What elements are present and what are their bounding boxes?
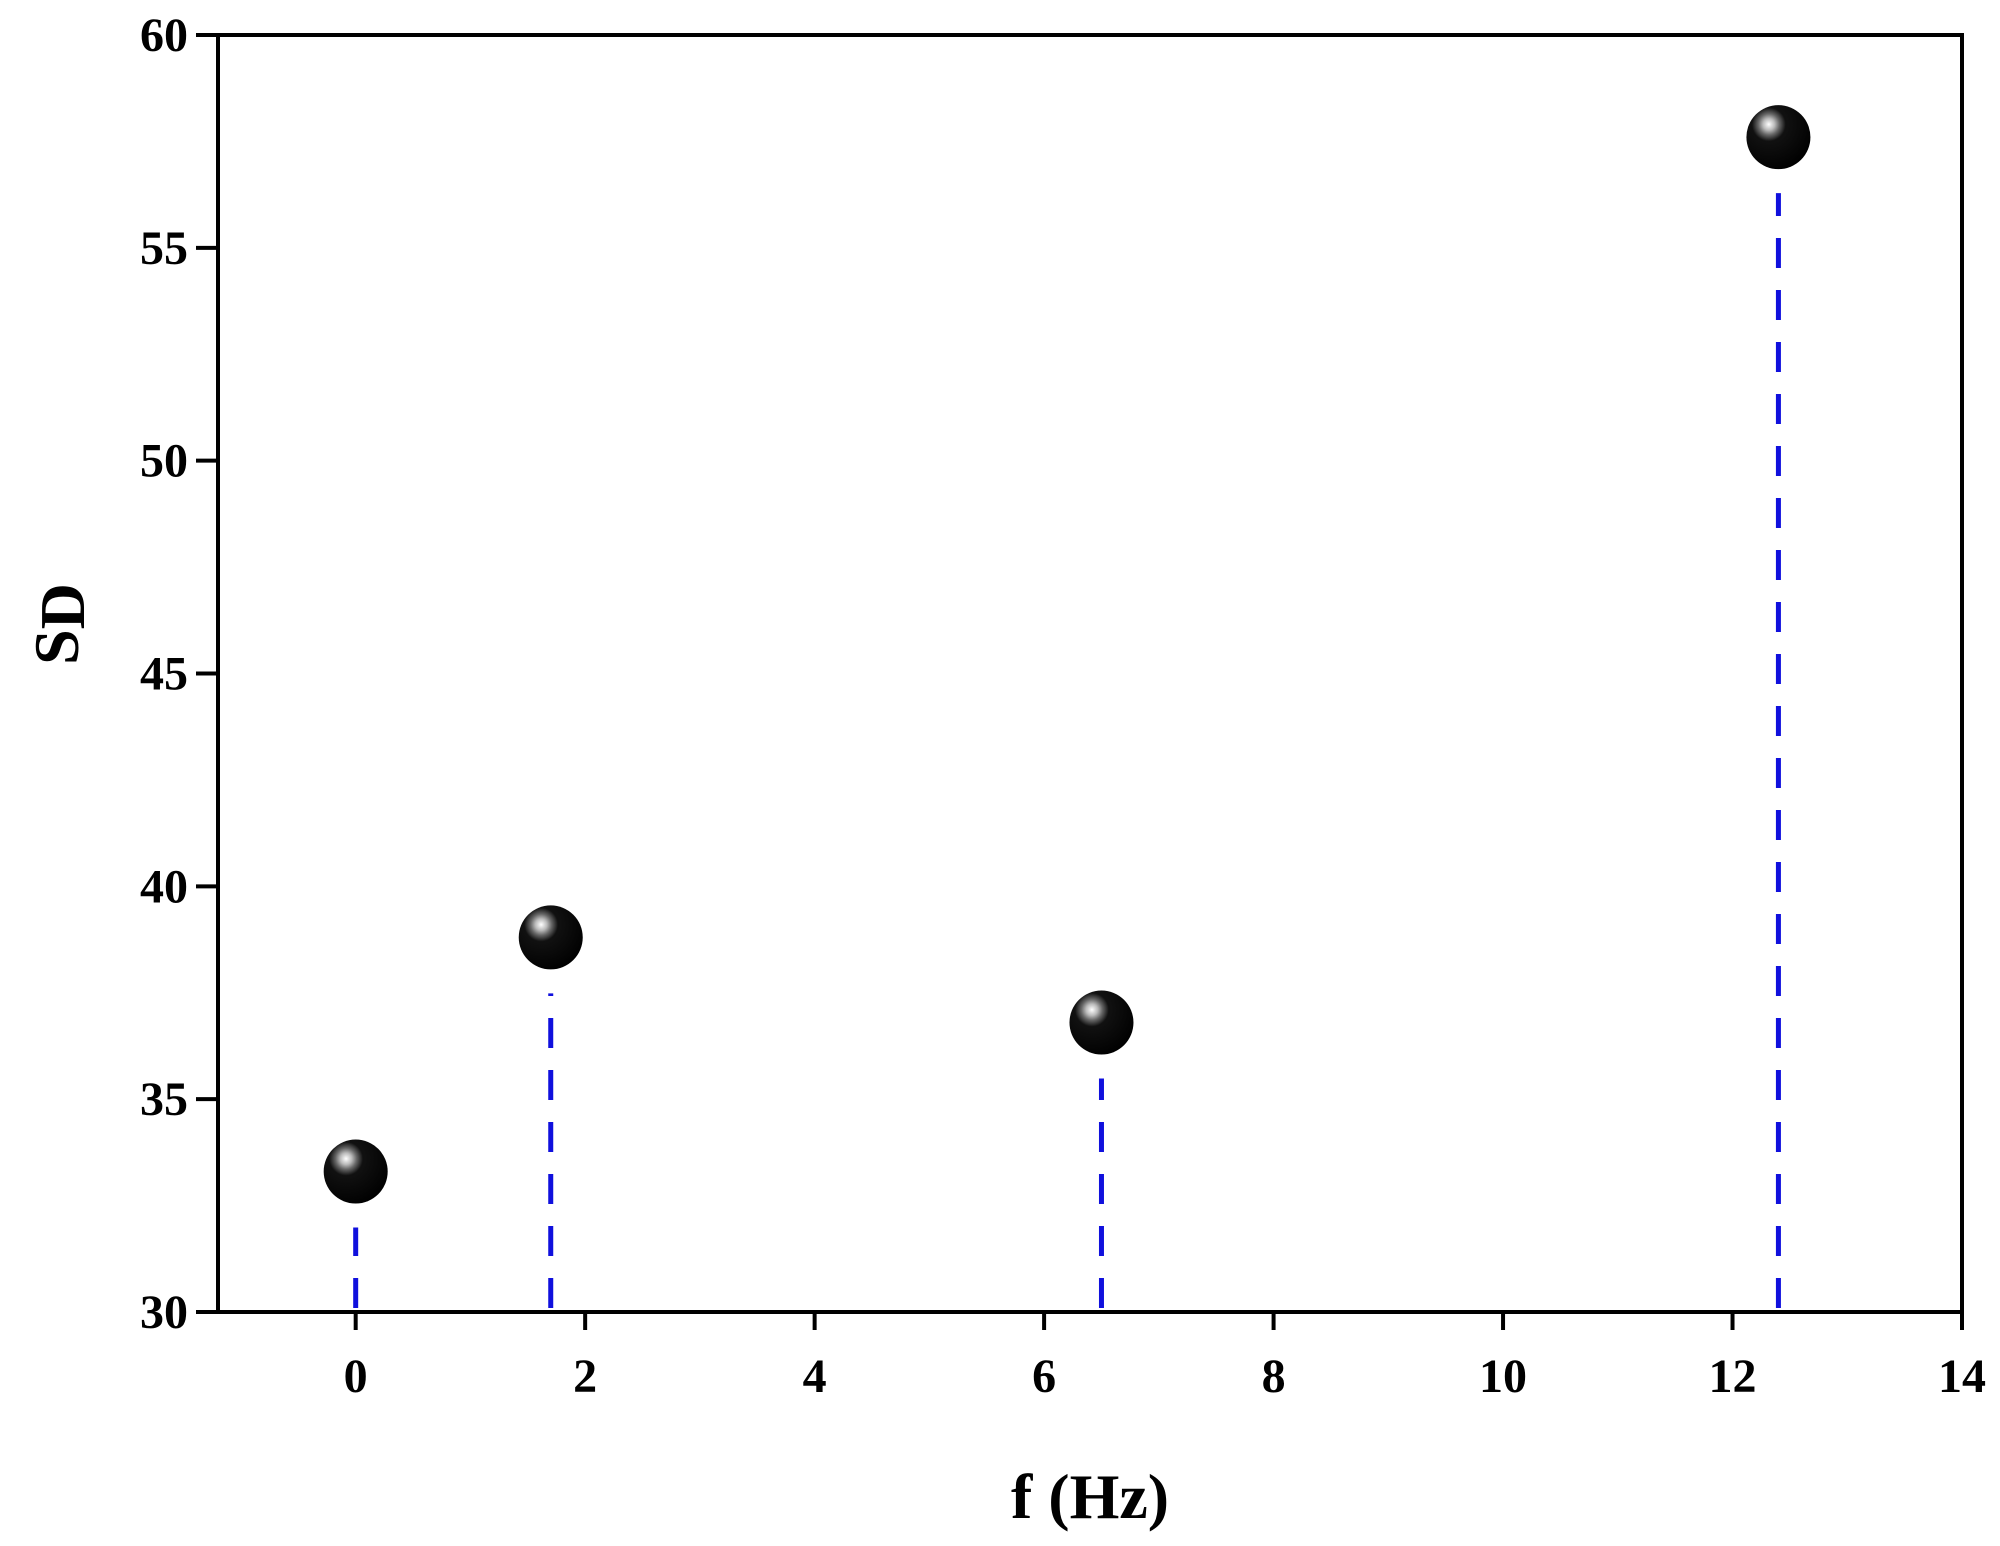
x-tick-label: 0 [344, 1350, 368, 1403]
x-tick-label: 14 [1938, 1350, 1986, 1403]
x-tick-label: 8 [1262, 1350, 1286, 1403]
y-tick-label: 45 [140, 648, 188, 701]
y-tick-label: 30 [140, 1286, 188, 1339]
x-tick-label: 10 [1479, 1350, 1527, 1403]
y-tick-label: 60 [140, 9, 188, 62]
data-point [323, 1139, 388, 1204]
y-tick-label: 55 [140, 222, 188, 275]
x-tick-label: 6 [1032, 1350, 1056, 1403]
y-axis-title: SD [21, 583, 98, 665]
data-point [1069, 990, 1134, 1055]
x-axis-title: f (Hz) [1011, 1461, 1169, 1532]
data-point [518, 905, 583, 970]
data-point [1746, 105, 1811, 170]
plot-frame [216, 33, 1964, 1314]
stem-lines [353, 193, 1781, 1308]
x-tick-label: 4 [803, 1350, 827, 1403]
y-axis-ticks: 30 35 40 45 50 55 60 [140, 9, 218, 1339]
y-tick-label: 35 [140, 1073, 188, 1126]
x-tick-label: 12 [1709, 1350, 1757, 1403]
x-tick-label: 2 [573, 1350, 597, 1403]
y-axis-title-main: S [21, 629, 92, 665]
x-axis-ticks: 0 2 4 6 8 10 12 14 [344, 1312, 1986, 1403]
y-tick-label: 50 [140, 435, 188, 488]
y-axis-title-subscript: D [27, 583, 98, 629]
y-tick-label: 40 [140, 860, 188, 913]
data-points [323, 105, 1811, 1204]
